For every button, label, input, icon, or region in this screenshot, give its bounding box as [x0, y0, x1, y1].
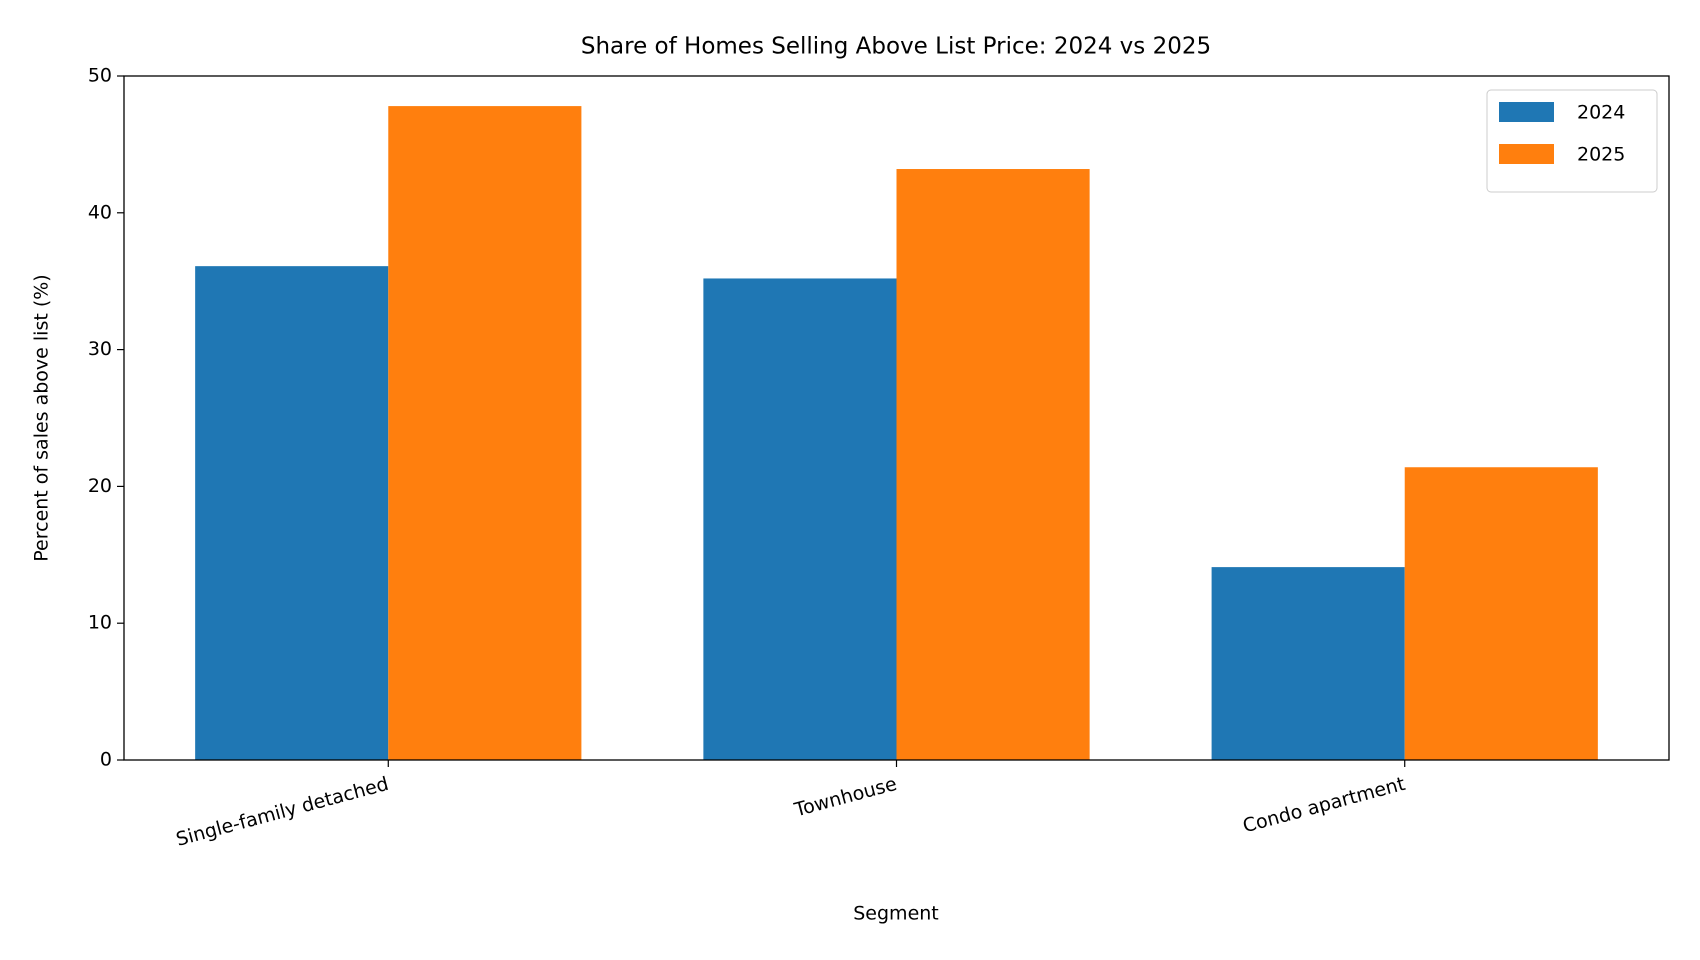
legend-label: 2025 — [1577, 144, 1625, 166]
legend-swatch — [1499, 102, 1554, 122]
x-tick-label: Townhouse — [791, 773, 899, 822]
y-tick-label: 30 — [88, 338, 112, 360]
legend-label: 2024 — [1577, 102, 1625, 124]
y-tick-label: 0 — [100, 749, 112, 771]
legend-swatch — [1499, 144, 1554, 164]
bar — [388, 106, 582, 760]
x-tick-label: Condo apartment — [1240, 773, 1407, 837]
bar — [896, 169, 1090, 761]
bar — [703, 278, 897, 760]
y-tick-label: 20 — [88, 475, 112, 497]
y-tick-label: 10 — [88, 612, 112, 634]
plot-frame — [123, 75, 1670, 761]
bar — [1211, 567, 1405, 760]
chart-title: Share of Homes Selling Above List Price:… — [581, 34, 1211, 60]
y-tick-label: 50 — [88, 65, 112, 87]
x-axis-label: Segment — [853, 903, 939, 925]
bar — [1404, 467, 1598, 760]
y-axis-label: Percent of sales above list (%) — [31, 274, 53, 561]
bar — [195, 266, 389, 760]
y-tick-label: 40 — [88, 201, 112, 223]
x-tick-label: Single-family detached — [174, 773, 391, 851]
